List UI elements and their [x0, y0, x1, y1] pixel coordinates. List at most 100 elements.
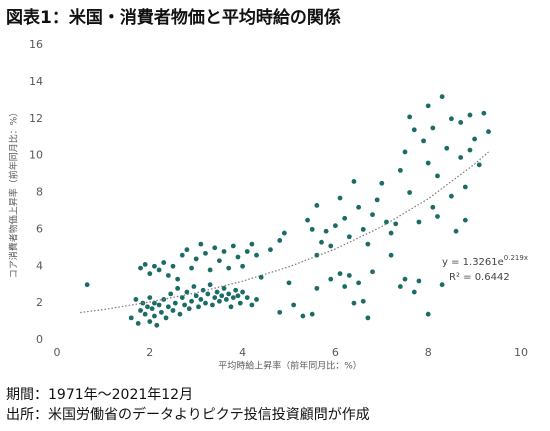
point	[309, 311, 315, 317]
x-tick-label: 0	[54, 346, 61, 359]
point	[156, 302, 162, 308]
point	[462, 217, 468, 223]
point	[356, 204, 361, 210]
point	[152, 263, 157, 269]
point	[170, 308, 176, 313]
point	[249, 302, 255, 308]
point	[228, 304, 234, 310]
point	[435, 214, 440, 219]
point	[175, 276, 181, 282]
point	[219, 293, 225, 299]
equation: y = 1.3261e	[442, 257, 504, 268]
point	[179, 252, 185, 258]
point	[346, 234, 352, 240]
point	[212, 245, 218, 251]
point	[170, 263, 176, 269]
point	[226, 291, 232, 297]
point	[388, 230, 394, 236]
point	[360, 298, 366, 304]
point	[205, 291, 211, 297]
point	[142, 262, 148, 267]
point	[189, 265, 194, 271]
point	[145, 304, 150, 310]
point	[356, 280, 361, 286]
point	[379, 180, 385, 186]
point	[374, 197, 380, 203]
y-tick-label: 12	[29, 112, 43, 125]
point	[156, 267, 162, 273]
point	[411, 127, 417, 133]
point	[154, 322, 160, 328]
point	[462, 184, 468, 190]
x-tick-label: 6	[332, 346, 339, 359]
trendline	[80, 151, 489, 314]
point	[193, 256, 199, 262]
point	[402, 149, 408, 155]
point	[444, 145, 450, 151]
point	[342, 215, 348, 221]
point	[486, 129, 491, 135]
point	[333, 223, 338, 229]
point	[351, 300, 357, 306]
r-squared: R² = 0.6442	[449, 272, 510, 283]
point	[365, 315, 371, 321]
footer-line: 期間：1971年～2021年12月	[6, 387, 193, 403]
point	[291, 302, 297, 308]
point	[305, 217, 310, 223]
point	[159, 309, 164, 315]
point	[351, 179, 357, 184]
point	[165, 304, 171, 310]
point	[138, 265, 143, 271]
point	[467, 112, 473, 118]
point	[84, 282, 90, 288]
point	[254, 252, 259, 258]
point	[163, 315, 169, 321]
x-tick-label: 8	[425, 346, 432, 359]
point	[193, 293, 199, 299]
point	[223, 297, 229, 302]
point	[226, 265, 232, 271]
point	[411, 289, 417, 295]
point	[425, 103, 431, 109]
point	[254, 297, 259, 302]
point	[430, 125, 436, 131]
point	[191, 284, 197, 289]
point	[300, 313, 306, 319]
point	[458, 155, 464, 160]
point	[319, 239, 324, 245]
point	[467, 147, 473, 153]
point	[370, 269, 375, 275]
point	[407, 190, 413, 195]
point	[244, 249, 250, 254]
y-tick-label: 14	[29, 75, 43, 88]
point	[397, 167, 403, 173]
point	[161, 260, 167, 265]
point	[149, 306, 155, 312]
point	[128, 315, 134, 321]
point	[249, 241, 255, 247]
point	[147, 319, 153, 324]
point	[258, 274, 264, 280]
point	[235, 293, 241, 299]
point	[435, 173, 440, 179]
point	[277, 238, 283, 243]
point	[135, 321, 141, 326]
point	[323, 228, 329, 234]
point	[210, 302, 215, 308]
point	[388, 252, 394, 258]
point	[182, 302, 188, 308]
footer-line: 出所：米国労働省のデータよりピクテ投信投資顧問が作成	[6, 406, 370, 423]
point	[328, 276, 334, 282]
point	[439, 282, 445, 288]
point	[196, 304, 201, 310]
point	[221, 285, 227, 291]
x-tick-label: 2	[146, 346, 153, 359]
point	[342, 284, 348, 289]
point	[439, 94, 445, 100]
point	[402, 276, 408, 282]
point	[397, 284, 403, 289]
point	[360, 226, 366, 232]
point	[217, 258, 222, 264]
y-tick-label: 16	[29, 38, 43, 51]
point	[309, 226, 315, 232]
